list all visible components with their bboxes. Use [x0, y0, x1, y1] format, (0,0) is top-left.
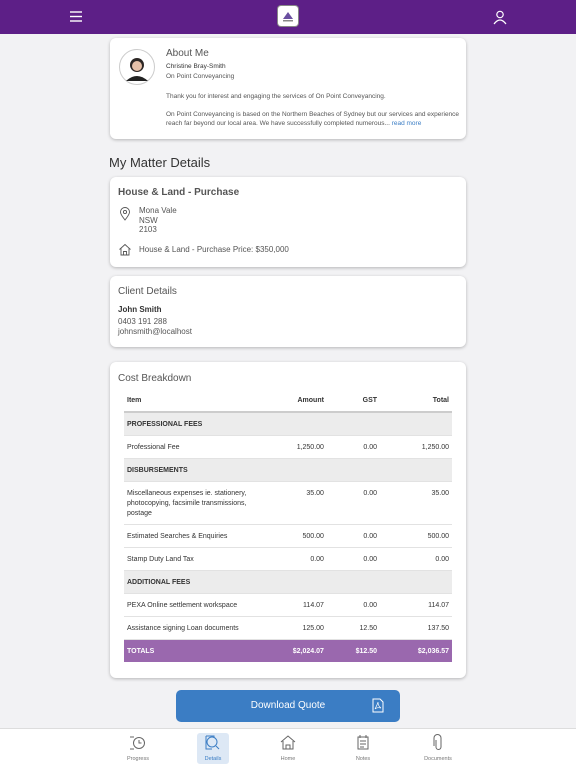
nav-item[interactable]: Documents	[424, 756, 452, 762]
cost-item: Stamp Duty Land Tax	[124, 547, 255, 571]
cost-value: 0.00	[326, 481, 381, 525]
pdf-icon	[372, 698, 384, 713]
column-header: Amount	[255, 390, 327, 413]
menu-button[interactable]	[66, 8, 86, 26]
about-body: reach far beyond our local area. We have…	[166, 120, 390, 127]
section-row: PROFESSIONAL FEES	[124, 412, 452, 436]
cost-item: Miscellaneous expenses ie. stationery, p…	[124, 481, 255, 525]
about-body: On Point Conveyancing is based on the No…	[166, 111, 460, 118]
cost-value: 0.00	[326, 547, 381, 571]
totals-row: TOTALS $2,024.07 $12.50 $2,036.57	[124, 639, 452, 662]
profile-button[interactable]	[490, 8, 510, 26]
cost-row: Assistance signing Loan documents 125.00 1…	[124, 616, 452, 640]
about-name: Christine Bray-Smith	[166, 63, 226, 70]
nav-item[interactable]: Notes	[355, 756, 371, 762]
cost-value: 0.00	[380, 547, 452, 571]
about-company: On Point Conveyancing	[166, 73, 235, 80]
cost-item: PEXA Online settlement workspace	[124, 593, 255, 617]
section-label: ADDITIONAL FEES	[124, 570, 452, 594]
total-cell: $2,024.07	[255, 639, 327, 662]
matter-card: House & Land - Purchase Mona Vale NSW 21…	[110, 177, 466, 267]
cost-value: 35.00	[255, 481, 327, 525]
cost-value: 0.00	[326, 435, 381, 459]
download-button[interactable]: Download Quote	[176, 690, 400, 722]
section-row: ADDITIONAL FEES	[124, 570, 452, 594]
column-header: GST	[326, 390, 381, 413]
download-label: Download Quote	[250, 700, 326, 711]
cost-item: Professional Fee	[124, 435, 255, 459]
read-more-link[interactable]: read more	[391, 120, 422, 127]
total-cell: $12.50	[326, 639, 381, 662]
cost-value: 137.50	[380, 616, 452, 640]
cost-value: 0.00	[326, 593, 381, 617]
section-label: DISBURSEMENTS	[124, 458, 452, 482]
section-label: PROFESSIONAL FEES	[124, 412, 452, 436]
client-phone: 0403 191 288	[118, 317, 167, 326]
nav-item[interactable]: Progress	[126, 756, 149, 762]
section-row: DISBURSEMENTS	[124, 458, 452, 482]
about-title: About Me	[166, 48, 209, 59]
section-title: My Matter Details	[109, 155, 211, 170]
cost-row: Professional Fee 1,250.00 0.00 1,250.00	[124, 435, 452, 459]
cost-title: Cost Breakdown	[118, 373, 192, 384]
home-icon	[119, 243, 131, 256]
cost-value: 500.00	[255, 524, 327, 548]
cost-table: Item Amount GST Total PROFESSIONAL FEES Profe…	[124, 390, 452, 662]
cost-value: 1,250.00	[255, 435, 327, 459]
about-card: About Me Christine Bray-Smith On Point C…	[110, 38, 466, 139]
cost-value: 114.07	[380, 593, 452, 617]
cost-card: Cost Breakdown Item Amount GST Total PROFESS…	[110, 362, 466, 678]
cost-row: Miscellaneous expenses ie. stationery, p…	[124, 481, 452, 525]
cost-row: PEXA Online settlement workspace 114.07 0.…	[124, 593, 452, 617]
column-header: Total	[380, 390, 452, 413]
column-header: Item	[124, 390, 255, 413]
cost-value: 0.00	[326, 524, 381, 548]
cost-value: 35.00	[380, 481, 452, 525]
cost-row: Stamp Duty Land Tax 0.00 0.00 0.00	[124, 547, 452, 571]
nav-item[interactable]: Details	[204, 756, 222, 762]
client-name: John Smith	[118, 305, 162, 314]
address-line: Mona Vale	[139, 206, 177, 215]
cost-item: Estimated Searches & Enquiries	[124, 524, 255, 548]
client-title: Client Details	[118, 286, 177, 297]
cost-value: 500.00	[380, 524, 452, 548]
address-line: NSW	[139, 216, 158, 225]
nav-icons	[130, 734, 442, 750]
cost-value: 12.50	[326, 616, 381, 640]
matter-title: House & Land - Purchase	[118, 187, 240, 198]
about-body: reach far beyond our local area. We have…	[166, 120, 421, 127]
nav-item[interactable]: Home	[280, 756, 296, 762]
total-cell: $2,036.57	[380, 639, 452, 662]
cost-value: 1,250.00	[380, 435, 452, 459]
about-intro: Thank you for interest and engaging the …	[166, 93, 386, 100]
total-cell: TOTALS	[124, 639, 255, 662]
client-email: johnsmith@localhost	[118, 327, 192, 336]
logo[interactable]	[278, 6, 298, 26]
cost-value: 114.07	[255, 593, 327, 617]
active-tab	[197, 733, 229, 764]
cost-row: Estimated Searches & Enquiries 500.00 0.00…	[124, 524, 452, 548]
cost-item: Assistance signing Loan documents	[124, 616, 255, 640]
address-line: 2103	[139, 225, 157, 234]
avatar	[119, 49, 155, 85]
location-icon	[120, 207, 130, 221]
header-row: Item Amount GST Total	[124, 390, 452, 413]
cost-value: 0.00	[255, 547, 327, 571]
client-card: Client Details John Smith 0403 191 288 j…	[110, 276, 466, 347]
purchase-price: House & Land - Purchase Price: $350,000	[139, 245, 289, 254]
cost-value: 125.00	[255, 616, 327, 640]
